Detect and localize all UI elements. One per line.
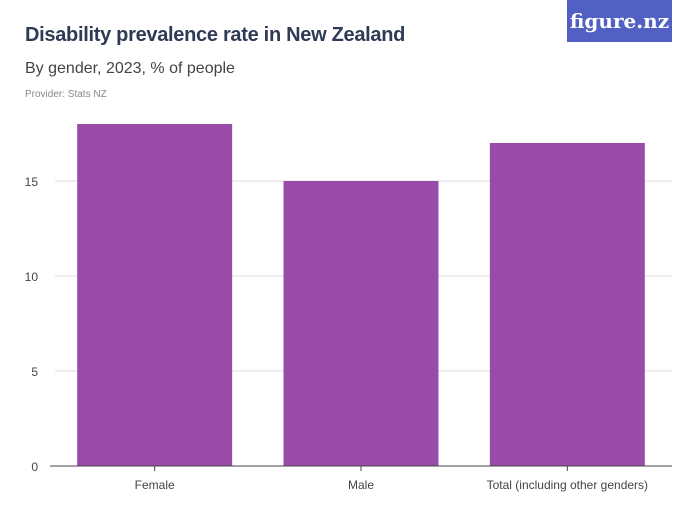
bar-female xyxy=(77,124,233,466)
figure-nz-logo[interactable]: figure.nz xyxy=(567,0,672,42)
x-tick-label: Female xyxy=(135,478,175,492)
y-tick-label: 0 xyxy=(31,460,38,474)
y-tick-label: 5 xyxy=(31,365,38,379)
chart-title: Disability prevalence rate in New Zealan… xyxy=(25,24,406,46)
chart-subtitle: By gender, 2023, % of people xyxy=(25,60,235,77)
bar-total xyxy=(489,143,645,466)
x-tick-label: Total (including other genders) xyxy=(487,478,648,492)
y-tick-label: 10 xyxy=(25,270,39,284)
provider-label: Provider: Stats NZ xyxy=(25,89,107,100)
x-tick-label: Male xyxy=(348,478,374,492)
y-tick-label: 15 xyxy=(25,175,39,189)
bar-male xyxy=(283,181,439,466)
